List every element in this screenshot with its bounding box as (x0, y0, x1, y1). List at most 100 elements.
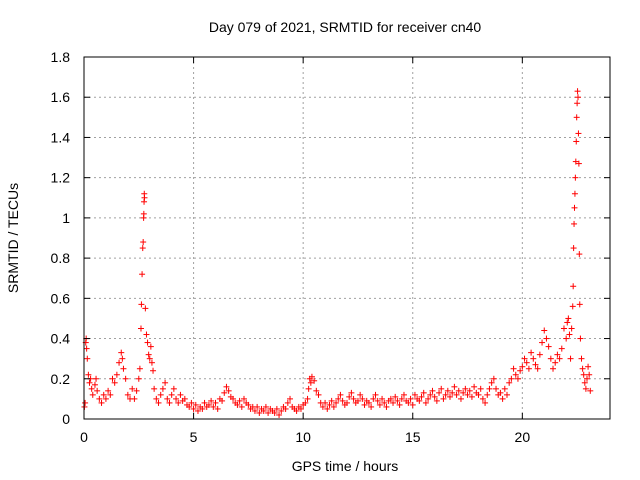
data-point (585, 363, 592, 370)
data-point (436, 389, 443, 396)
data-point (236, 397, 243, 404)
data-point (116, 359, 123, 366)
data-point (550, 365, 557, 372)
data-point (575, 130, 582, 137)
data-point (519, 363, 526, 370)
y-axis-label: SRMTID / TECUs (5, 183, 21, 293)
x-tick-label: 5 (190, 429, 198, 445)
data-point (157, 391, 164, 398)
data-point (344, 399, 350, 406)
data-point (238, 403, 245, 410)
data-point (565, 315, 572, 322)
data-point (140, 239, 147, 246)
data-point (582, 385, 589, 392)
data-point (194, 407, 201, 414)
data-point (359, 395, 366, 402)
data-point (118, 349, 125, 356)
y-tick-label: 1.4 (51, 129, 71, 145)
data-point (282, 405, 289, 412)
data-point (335, 395, 342, 402)
data-point (475, 391, 482, 398)
data-point (330, 403, 337, 410)
data-point (186, 403, 193, 410)
data-point (570, 283, 577, 290)
data-point (573, 138, 580, 145)
data-point (278, 407, 285, 414)
data-point (313, 387, 320, 394)
data-point (168, 391, 175, 398)
data-point (164, 395, 171, 402)
data-point (543, 335, 550, 342)
data-point (400, 391, 407, 398)
data-point (372, 391, 379, 398)
data-point (525, 365, 532, 372)
data-point (444, 387, 451, 394)
data-point (418, 393, 425, 400)
data-point (460, 389, 467, 396)
data-point (532, 361, 539, 368)
data-point (131, 395, 138, 402)
data-point (466, 387, 473, 394)
data-point (567, 355, 574, 362)
data-point (438, 385, 445, 392)
data-point (214, 405, 221, 412)
data-point (357, 391, 364, 398)
data-point (120, 365, 127, 372)
data-point (583, 375, 590, 382)
data-point (175, 399, 182, 406)
data-point (311, 377, 318, 384)
data-point (574, 88, 581, 95)
data-point (449, 389, 456, 396)
data-point (348, 389, 355, 396)
data-point (284, 399, 291, 406)
data-point (455, 387, 462, 394)
data-point (486, 385, 493, 392)
data-point (151, 385, 158, 392)
data-point (575, 160, 582, 167)
data-point (133, 387, 140, 394)
data-point (490, 375, 497, 382)
data-point (420, 389, 427, 396)
chart-title: Day 079 of 2021, SRMTID for receiver cn4… (209, 19, 482, 35)
axis-ticks (83, 56, 610, 420)
data-point (181, 395, 188, 402)
data-point (86, 379, 93, 386)
y-tick-label: 0.8 (51, 250, 71, 266)
data-point (539, 339, 546, 346)
data-point (462, 385, 469, 392)
data-point (223, 383, 230, 390)
data-point (192, 401, 199, 408)
data-point (387, 395, 394, 402)
data-point (122, 375, 129, 382)
data-point (497, 389, 504, 396)
x-tick-label: 0 (80, 429, 88, 445)
data-point (394, 397, 401, 404)
data-point (136, 365, 143, 372)
data-point (139, 245, 146, 252)
data-point (368, 403, 375, 410)
data-point (85, 371, 92, 378)
data-point (361, 401, 368, 408)
data-point (536, 351, 543, 358)
data-point (570, 245, 577, 252)
y-tick-label: 1.2 (51, 170, 71, 186)
data-point (575, 94, 582, 101)
y-tick-label: 1.6 (51, 89, 71, 105)
data-point (569, 303, 576, 310)
data-point (383, 403, 390, 410)
data-point (365, 399, 372, 406)
data-point (230, 395, 237, 402)
data-point (140, 210, 147, 217)
data-point (219, 397, 226, 404)
data-point (273, 405, 280, 412)
data-point (580, 371, 587, 378)
data-point (302, 399, 309, 406)
data-point (305, 385, 312, 392)
data-point (552, 359, 559, 366)
data-point (144, 339, 151, 346)
data-point (147, 343, 154, 350)
data-point (576, 301, 583, 308)
data-point (119, 355, 126, 362)
data-point (262, 403, 269, 410)
data-point (137, 325, 144, 332)
